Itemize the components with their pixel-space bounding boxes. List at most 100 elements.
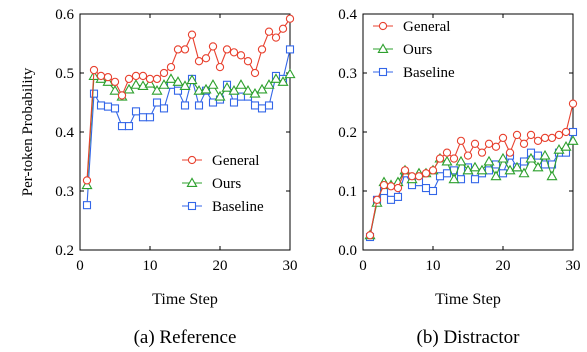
x-tick-label: 10: [426, 258, 441, 274]
data-point: [386, 195, 396, 204]
y-tick-label: 0.3: [55, 184, 74, 200]
data-point: [250, 68, 260, 78]
data-point: [194, 57, 204, 66]
legend-item-baseline: Baseline: [373, 65, 455, 81]
data-point: [393, 183, 403, 193]
data-point: [229, 98, 239, 107]
data-point: [110, 77, 120, 86]
data-point: [96, 71, 106, 81]
data-point: [130, 79, 142, 89]
x-tick-label: 10: [143, 258, 158, 274]
data-point: [221, 82, 233, 92]
data-point: [568, 99, 578, 108]
y-tick-label: 0.4: [338, 7, 357, 23]
data-point: [554, 130, 564, 140]
data-point: [123, 83, 135, 94]
y-tick-label: 0.3: [338, 66, 357, 82]
plot-frame: [362, 13, 574, 251]
y-tick-label: 0.6: [55, 7, 74, 23]
y-tick-label: 0.4: [55, 125, 74, 141]
data-point: [145, 74, 155, 84]
data-point: [498, 133, 508, 143]
data-point: [400, 166, 410, 175]
legend-label: Baseline: [212, 199, 264, 215]
data-point: [277, 76, 289, 86]
legend-marker: [377, 43, 389, 54]
data-point: [428, 186, 438, 196]
data-point: [469, 161, 481, 172]
data-point: [207, 79, 219, 89]
data-point: [257, 104, 267, 113]
data-point: [242, 84, 254, 95]
data-point: [173, 45, 183, 54]
legend-item-general: General: [182, 153, 259, 169]
data-point: [519, 139, 529, 148]
data-point: [151, 84, 163, 95]
y-tick-label: 0.5: [55, 66, 74, 82]
legend: General Ours Baseline: [182, 153, 264, 215]
data-point: [421, 184, 431, 193]
data-point: [187, 30, 197, 39]
distractor-chart-panel: 0.0 0.1 0.2 0.3 0.4 0 10 20 30 Time Step (b) Distr…: [338, 7, 580, 348]
data-point: [215, 62, 225, 72]
data-point: [109, 84, 121, 95]
data-point: [103, 72, 113, 82]
data-point: [561, 127, 571, 137]
data-point: [89, 65, 99, 75]
legend-item-baseline: Baseline: [182, 199, 264, 215]
data-point: [455, 155, 467, 166]
data-point: [89, 89, 99, 98]
data-point: [414, 172, 424, 181]
y-tick-label: 0.2: [338, 125, 357, 141]
data-point: [82, 201, 92, 210]
data-point: [462, 164, 474, 175]
data-point: [547, 133, 557, 143]
data-point: [257, 45, 267, 54]
y-tick-label: 0.0: [338, 243, 357, 259]
data-point: [263, 79, 275, 89]
data-point: [124, 74, 134, 84]
data-point: [504, 164, 516, 175]
y-tick-label: 0.2: [55, 243, 74, 259]
legend-item-ours: Ours: [182, 176, 241, 192]
data-point: [117, 122, 127, 131]
data-point: [180, 101, 190, 110]
data-point: [525, 152, 537, 163]
data-point: [539, 149, 551, 160]
data-point: [421, 169, 431, 178]
data-point: [208, 42, 218, 51]
series-line: [86, 49, 291, 206]
x-tick-label: 30: [283, 258, 298, 274]
data-point: [152, 74, 162, 84]
data-point: [264, 101, 274, 110]
data-point: [166, 62, 176, 72]
data-point: [428, 166, 438, 175]
data-point: [476, 164, 488, 175]
data-point: [449, 154, 459, 163]
data-point: [540, 133, 550, 143]
data-point: [235, 79, 247, 89]
x-axis-label: Time Step: [435, 291, 501, 308]
data-point: [229, 48, 239, 57]
data-point: [477, 148, 487, 157]
data-point: [180, 45, 190, 54]
y-tick-label: 0.1: [338, 184, 357, 200]
data-point: [165, 73, 177, 83]
data-point: [159, 68, 169, 78]
data-point: [560, 141, 572, 151]
data-point: [484, 139, 494, 148]
data-point: [138, 71, 148, 81]
data-point: [124, 122, 134, 131]
data-point: [117, 91, 127, 100]
data-point: [200, 83, 212, 94]
series-ours: [81, 68, 296, 190]
data-point: [567, 135, 579, 145]
data-point: [512, 130, 522, 140]
data-point: [103, 102, 113, 111]
data-point: [505, 148, 515, 157]
data-point: [393, 192, 403, 201]
data-point: [463, 151, 473, 160]
series-general: [82, 14, 295, 185]
data-point: [243, 57, 253, 66]
